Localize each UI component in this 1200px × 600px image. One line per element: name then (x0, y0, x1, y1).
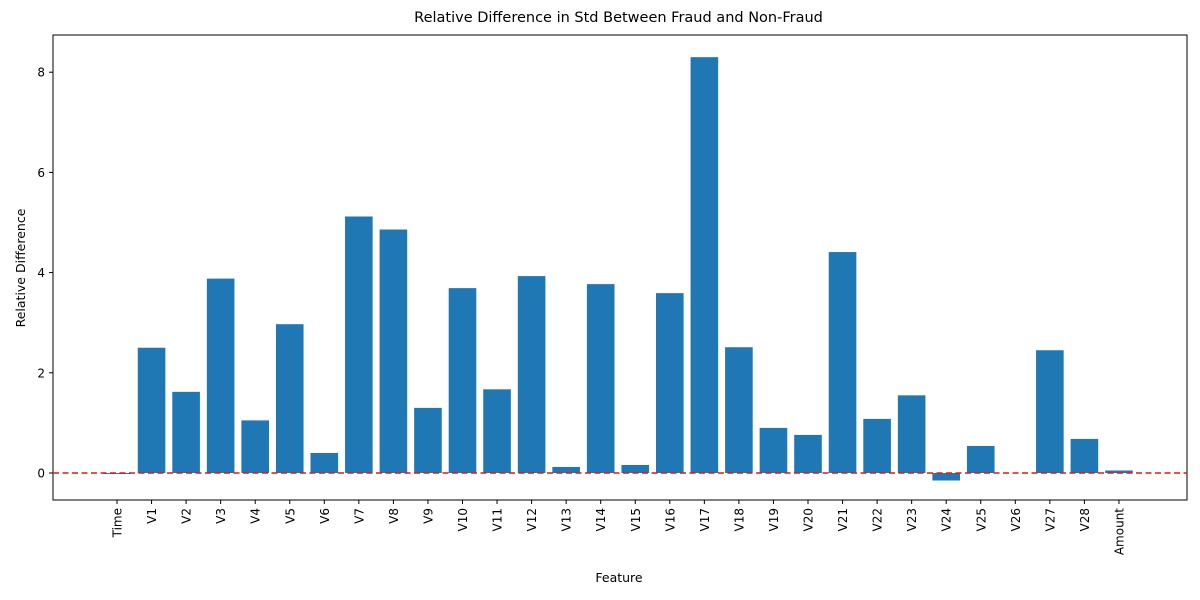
x-axis-ticks: Time V1 V2 V3 V4 V5 V6 V7 V8 V9 V10 V11 V12 V13 V14 V15… (111, 500, 1126, 555)
bar-time (103, 473, 131, 474)
bar-v3 (206, 278, 235, 473)
bar-v1 (137, 347, 166, 473)
y-tick-label-6: 6 (37, 166, 45, 180)
bar-v16 (656, 293, 684, 473)
plot-area-frame (52, 34, 1188, 501)
bar-v15 (621, 464, 650, 473)
x-tick-label-v5: V5 (283, 508, 297, 524)
bar-v24 (932, 473, 960, 481)
x-tick-label-v21: V21 (836, 508, 850, 531)
bars-group (103, 57, 1133, 481)
bar-v10 (448, 288, 477, 473)
x-tick-label-v18: V18 (732, 508, 746, 531)
x-axis-label: Feature (595, 570, 643, 585)
bar-v12 (517, 276, 546, 473)
x-tick-label-v4: V4 (249, 508, 263, 524)
bar-v18 (725, 347, 753, 473)
bar-v13 (552, 466, 580, 473)
x-tick-label-v15: V15 (629, 508, 643, 531)
x-tick-label-v12: V12 (525, 508, 539, 531)
bar-v6 (310, 452, 339, 473)
bar-v23 (897, 395, 926, 473)
x-tick-label-v1: V1 (145, 508, 159, 524)
x-tick-label-v16: V16 (663, 508, 677, 531)
y-axis-ticks: 0 2 4 6 8 (37, 66, 53, 481)
x-tick-label-v14: V14 (594, 508, 608, 531)
x-tick-label-v6: V6 (318, 508, 332, 524)
x-tick-label-v26: V26 (1009, 508, 1023, 531)
x-tick-label-v13: V13 (560, 508, 574, 531)
bar-v25 (966, 445, 995, 473)
x-tick-label-v3: V3 (214, 508, 228, 524)
bar-v22 (863, 418, 891, 473)
x-tick-label-v9: V9 (421, 508, 435, 524)
bar-v27 (1036, 350, 1064, 473)
bar-v21 (828, 252, 857, 473)
x-tick-label-v10: V10 (456, 508, 470, 531)
x-tick-label-v17: V17 (698, 508, 712, 531)
y-tick-label-8: 8 (37, 66, 45, 80)
x-tick-label-v20: V20 (802, 508, 816, 531)
x-tick-label-v7: V7 (352, 508, 366, 524)
x-tick-label-v24: V24 (940, 508, 954, 531)
bar-v9 (414, 407, 442, 473)
y-tick-label-2: 2 (37, 366, 45, 380)
bar-v7 (345, 216, 373, 474)
x-tick-label-v11: V11 (491, 508, 505, 531)
y-tick-label-4: 4 (37, 266, 45, 280)
x-tick-label-v25: V25 (974, 508, 988, 531)
bar-v8 (379, 229, 408, 473)
bar-v19 (759, 427, 788, 473)
x-tick-label-v22: V22 (871, 508, 885, 531)
x-tick-label-time: Time (111, 508, 125, 538)
bar-v5 (275, 324, 304, 473)
y-tick-label-0: 0 (37, 467, 45, 481)
bar-v17 (690, 57, 719, 474)
y-axis-label: Relative Difference (13, 208, 28, 327)
x-tick-label-v28: V28 (1078, 508, 1092, 531)
x-tick-label-amount: Amount (1112, 508, 1126, 555)
bar-v11 (483, 389, 511, 473)
bar-v4 (241, 420, 269, 473)
bar-v20 (794, 434, 822, 473)
x-tick-label-v23: V23 (905, 508, 919, 531)
x-tick-label-v2: V2 (180, 508, 194, 524)
bar-v14 (586, 284, 615, 473)
x-tick-label-v19: V19 (767, 508, 781, 531)
bar-amount (1105, 470, 1133, 473)
bar-v2 (172, 391, 200, 473)
bar-v28 (1070, 438, 1099, 473)
x-tick-label-v8: V8 (387, 508, 401, 524)
x-tick-label-v27: V27 (1043, 508, 1057, 531)
chart-title: Relative Difference in Std Between Fraud… (414, 10, 823, 26)
